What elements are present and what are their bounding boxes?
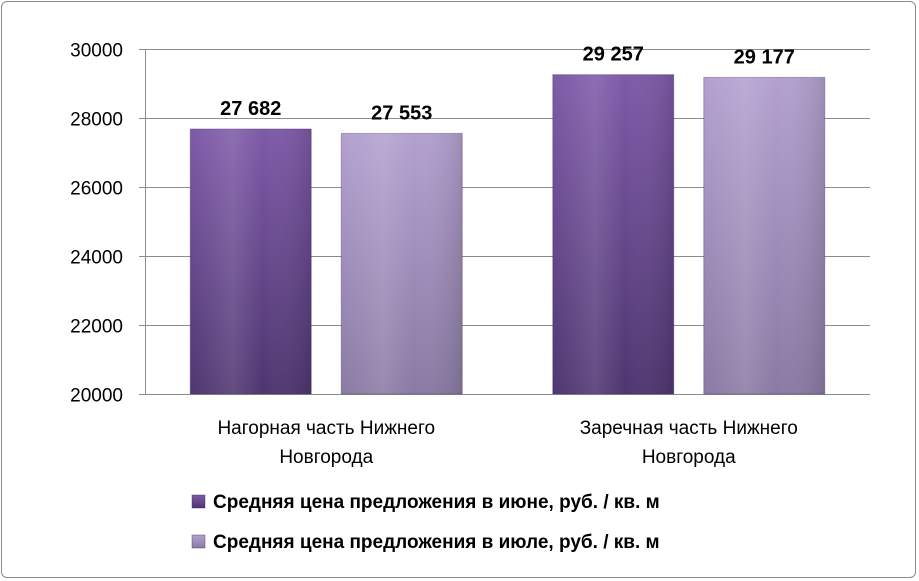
category-labels: Нагорная часть Нижнего Новгорода Заречная … bbox=[217, 418, 797, 468]
bars bbox=[189, 74, 826, 395]
category-label: Новгорода bbox=[642, 447, 736, 468]
legend-label: Средняя цена предложения в июле, руб. / … bbox=[213, 532, 660, 553]
bar-highlight bbox=[552, 74, 674, 395]
y-tick-label: 24000 bbox=[70, 248, 123, 269]
y-axis: 20000 22000 24000 26000 28000 30000 bbox=[70, 41, 870, 407]
bar-highlight bbox=[703, 77, 825, 395]
y-tick-label: 22000 bbox=[70, 317, 123, 338]
y-tick-label: 28000 bbox=[70, 110, 123, 131]
data-label: 29 177 bbox=[734, 46, 795, 68]
legend-swatch bbox=[191, 494, 206, 509]
bar-highlight bbox=[190, 128, 312, 394]
data-label: 29 257 bbox=[583, 44, 644, 66]
bar-highlight bbox=[341, 133, 463, 394]
legend: Средняя цена предложения в июне, руб. / … bbox=[191, 492, 660, 553]
data-labels: 27 682 27 553 29 257 29 177 bbox=[220, 44, 795, 125]
data-label: 27 682 bbox=[220, 98, 281, 120]
category-label: Заречная часть Нижнего bbox=[580, 418, 798, 439]
legend-label: Средняя цена предложения в июне, руб. / … bbox=[213, 492, 660, 513]
y-tick-label: 30000 bbox=[70, 41, 123, 62]
y-tick-label: 26000 bbox=[70, 179, 123, 200]
y-tick-label: 20000 bbox=[70, 386, 123, 407]
legend-swatch bbox=[191, 534, 206, 549]
category-label: Нагорная часть Нижнего bbox=[217, 418, 435, 439]
category-label: Новгорода bbox=[279, 447, 373, 468]
data-label: 27 553 bbox=[371, 102, 432, 124]
